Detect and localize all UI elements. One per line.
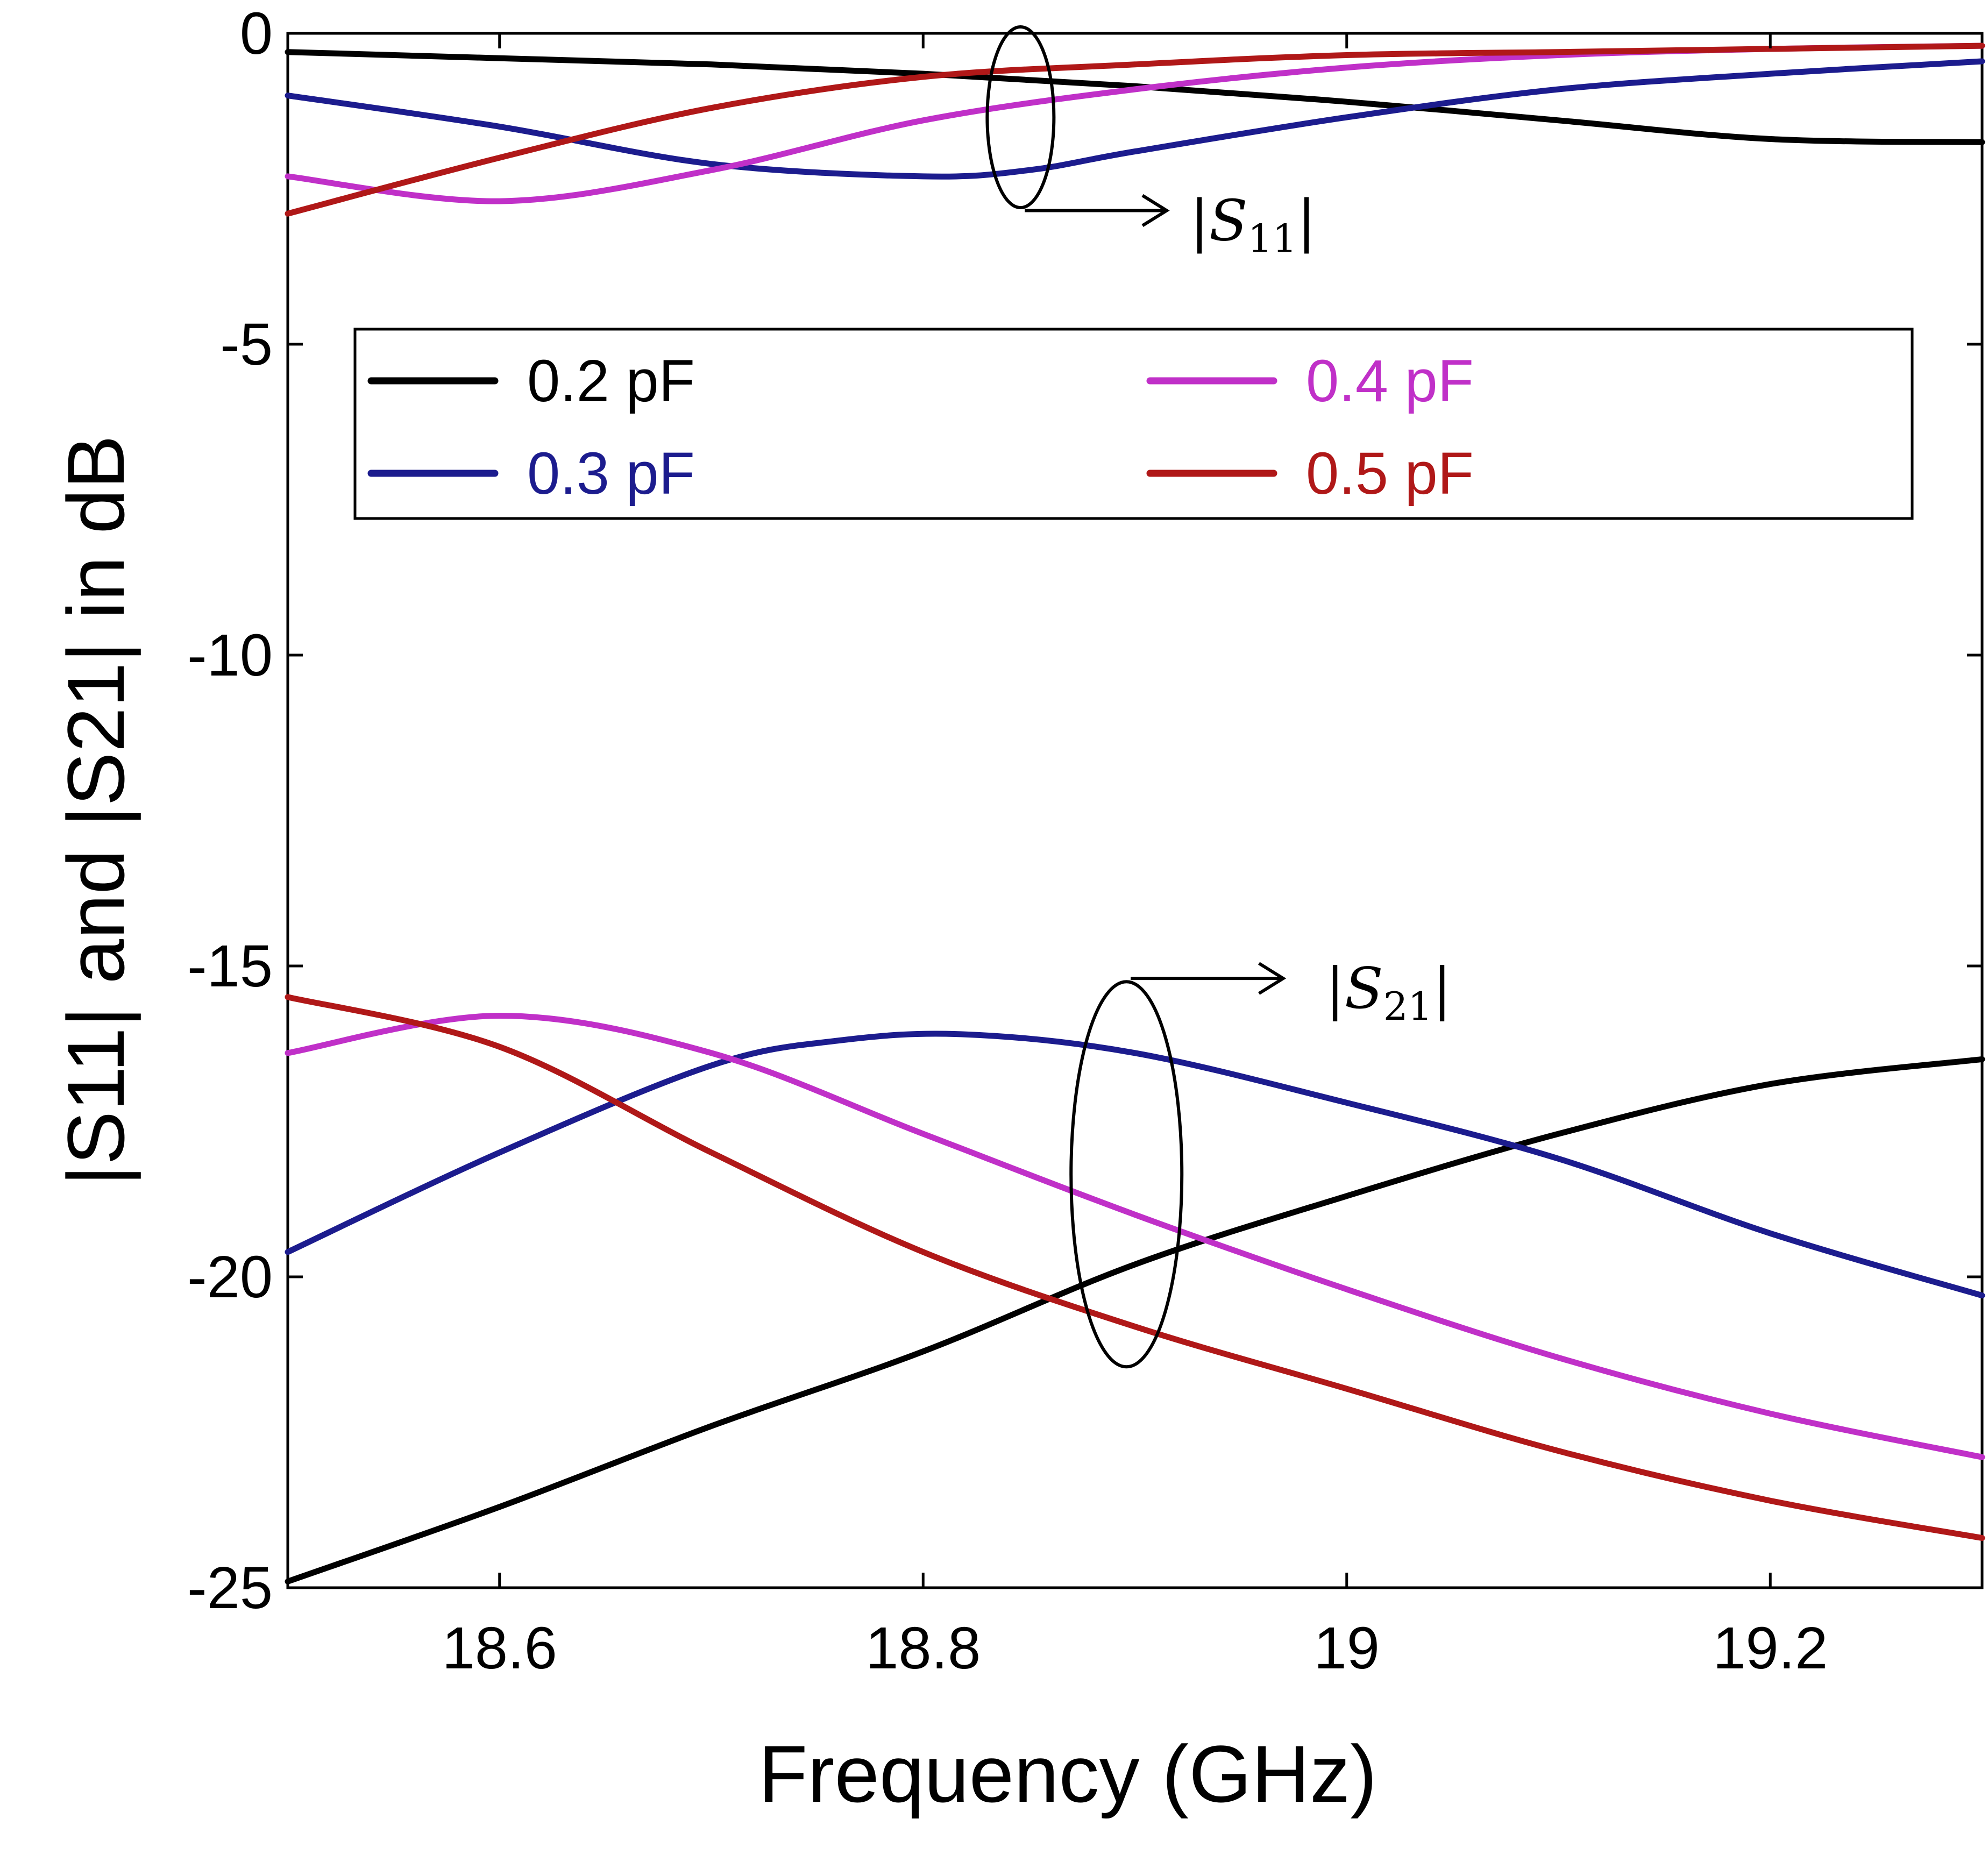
annotation-label-s21: |S21| xyxy=(1325,956,1451,1029)
legend-label-0-3-pf: 0.3 pF xyxy=(527,440,695,507)
y-tick-label: -5 xyxy=(220,311,273,378)
legend-label-0-5-pf: 0.5 pF xyxy=(1306,440,1474,507)
y-tick-label: 0 xyxy=(240,1,273,67)
legend-label-0-4-pf: 0.4 pF xyxy=(1306,348,1474,414)
annotation-arrowhead-s21 xyxy=(1258,962,1287,995)
annotation-ellipse-s21 xyxy=(1069,980,1184,1369)
annotation-ellipse-s11 xyxy=(985,25,1056,210)
x-tick-label: 18.6 xyxy=(442,1615,557,1681)
legend-label-0-2-pf: 0.2 pF xyxy=(527,348,695,414)
x-tick-label: 18.8 xyxy=(865,1615,981,1681)
annotation-arrowhead-s11 xyxy=(1141,194,1170,228)
x-axis-title: Frequency (GHz) xyxy=(758,1729,1377,1819)
annotation-label-s11: |S11| xyxy=(1190,188,1316,261)
series-line-s21-0-5-pf xyxy=(285,994,1985,1541)
series-line-s11-0-3-pf xyxy=(285,58,1985,180)
legend-box xyxy=(353,328,1914,520)
series-line-s11-0-2-pf xyxy=(285,49,1985,145)
annotations: |S11| |S21| xyxy=(985,25,1452,1369)
series-line-s21-0-3-pf xyxy=(285,1031,1985,1299)
x-tick-label: 19 xyxy=(1314,1615,1380,1681)
y-tick-label: -25 xyxy=(187,1555,273,1621)
y-axis-title: |S11| and |S21| in dB xyxy=(51,435,141,1186)
series-line-s21-0-2-pf xyxy=(285,1056,1985,1584)
series-line-s21-0-4-pf xyxy=(285,1013,1985,1460)
y-tick-label: -10 xyxy=(187,622,273,688)
plot-area xyxy=(286,32,1984,1589)
y-tick-label: -15 xyxy=(187,933,273,999)
series-line-s11-0-5-pf xyxy=(285,42,1985,217)
axis-layer: 18.6 18.8 19 19.2 0 -5 -10 -15 -20 -25 xyxy=(187,1,1982,1681)
series-layer xyxy=(285,42,1985,1584)
legend: 0.2 pF 0.3 pF 0.4 pF 0.5 pF xyxy=(353,328,1914,520)
y-tick-label: -20 xyxy=(187,1244,273,1310)
x-tick-label: 19.2 xyxy=(1713,1615,1828,1681)
